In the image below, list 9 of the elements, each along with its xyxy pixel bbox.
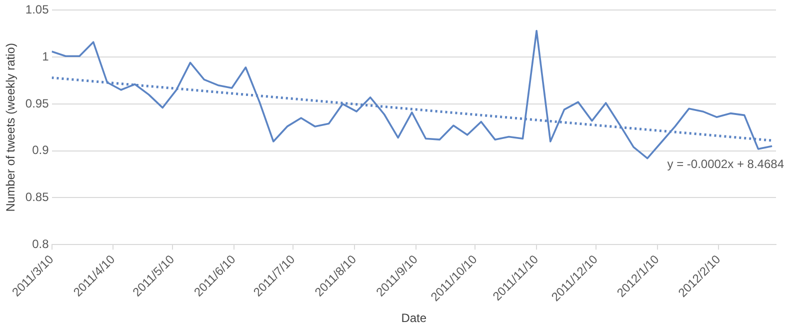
y-tick-label: 0.8	[32, 236, 50, 251]
y-tick-label: 1.05	[25, 2, 50, 17]
x-axis-title: Date	[401, 311, 427, 326]
y-tick-label: 0.95	[25, 96, 50, 110]
y-tick-label: 1	[42, 49, 50, 64]
y-axis-title: Number of tweets (weekly ratio)	[4, 43, 18, 212]
y-tick-label: 0.9	[32, 143, 50, 158]
y-tick-label: 0.85	[25, 190, 50, 204]
annotation: y = -0.0002x + 8.4684	[667, 156, 784, 171]
